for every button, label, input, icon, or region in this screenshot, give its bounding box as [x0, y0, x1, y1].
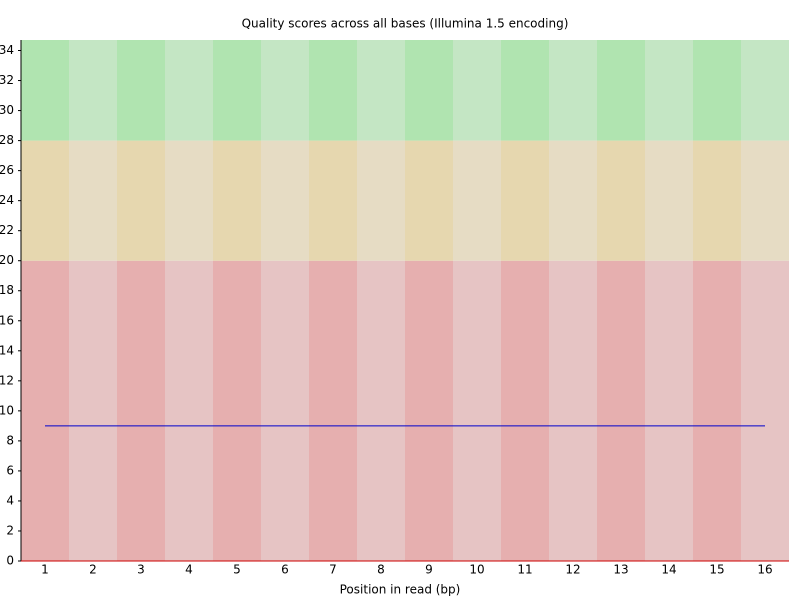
y-tick-label: 24: [0, 193, 14, 207]
quality-zone: [69, 260, 117, 561]
y-tick-label: 10: [0, 403, 14, 417]
x-tick-label: 5: [233, 563, 241, 577]
y-tick-label: 16: [0, 313, 14, 327]
quality-zone: [453, 40, 501, 141]
quality-zone: [357, 260, 405, 561]
quality-zone: [165, 40, 213, 141]
y-tick-label: 34: [0, 43, 14, 57]
quality-zone: [117, 140, 165, 261]
y-tick-label: 26: [0, 163, 14, 177]
quality-zone: [261, 140, 309, 261]
y-tick-label: 30: [0, 103, 14, 117]
chart-title: Quality scores across all bases (Illumin…: [242, 17, 569, 31]
x-tick-label: 11: [517, 563, 532, 577]
y-tick-label: 18: [0, 283, 14, 297]
y-tick-label: 8: [6, 433, 14, 447]
quality-zone: [21, 140, 69, 261]
y-tick-label: 20: [0, 253, 14, 267]
quality-zone: [501, 40, 549, 141]
y-tick-label: 0: [6, 554, 14, 568]
quality-zone: [69, 40, 117, 141]
x-tick-label: 3: [137, 563, 145, 577]
quality-zone: [741, 140, 789, 261]
quality-zone: [453, 260, 501, 561]
y-tick-label: 22: [0, 223, 14, 237]
quality-zone: [597, 140, 645, 261]
quality-zone: [21, 40, 69, 141]
quality-zone: [165, 140, 213, 261]
quality-zone: [405, 40, 453, 141]
x-tick-label: 2: [89, 563, 97, 577]
quality-zone: [645, 260, 693, 561]
quality-zone: [117, 260, 165, 561]
quality-zone: [309, 140, 357, 261]
y-tick-label: 4: [6, 493, 14, 507]
quality-zone: [645, 140, 693, 261]
quality-zone: [453, 140, 501, 261]
x-tick-label: 10: [469, 563, 484, 577]
quality-zone: [501, 140, 549, 261]
quality-zone: [357, 40, 405, 141]
x-tick-label: 16: [757, 563, 772, 577]
y-tick-label: 2: [6, 523, 14, 537]
quality-zone: [597, 260, 645, 561]
quality-zone: [309, 260, 357, 561]
quality-zone: [741, 260, 789, 561]
quality-zone: [549, 40, 597, 141]
x-tick-label: 6: [281, 563, 289, 577]
y-tick-label: 28: [0, 133, 14, 147]
x-tick-label: 4: [185, 563, 193, 577]
quality-zone: [69, 140, 117, 261]
quality-zone: [309, 40, 357, 141]
quality-zone: [261, 40, 309, 141]
quality-zone: [693, 260, 741, 561]
y-tick-label: 12: [0, 373, 14, 387]
quality-zone: [261, 260, 309, 561]
quality-zone: [549, 260, 597, 561]
y-tick-label: 32: [0, 73, 14, 87]
quality-zone: [21, 260, 69, 561]
x-tick-label: 13: [613, 563, 628, 577]
quality-zone: [405, 140, 453, 261]
quality-zone: [645, 40, 693, 141]
quality-zone: [741, 40, 789, 141]
quality-zone: [501, 260, 549, 561]
x-tick-label: 15: [709, 563, 724, 577]
x-tick-label: 1: [41, 563, 49, 577]
quality-zone: [117, 40, 165, 141]
quality-zone: [405, 260, 453, 561]
quality-zone: [213, 260, 261, 561]
quality-zone: [357, 140, 405, 261]
x-tick-label: 7: [329, 563, 337, 577]
y-tick-label: 14: [0, 343, 14, 357]
x-tick-label: 9: [425, 563, 433, 577]
x-tick-label: 8: [377, 563, 385, 577]
quality-zone: [213, 140, 261, 261]
x-axis-label: Position in read (bp): [340, 583, 461, 597]
x-tick-label: 14: [661, 563, 676, 577]
quality-zone: [693, 140, 741, 261]
x-tick-label: 12: [565, 563, 580, 577]
quality-zone: [165, 260, 213, 561]
quality-zone: [213, 40, 261, 141]
y-tick-label: 6: [6, 463, 14, 477]
quality-zone: [549, 140, 597, 261]
quality-zone: [597, 40, 645, 141]
quality-zone: [693, 40, 741, 141]
